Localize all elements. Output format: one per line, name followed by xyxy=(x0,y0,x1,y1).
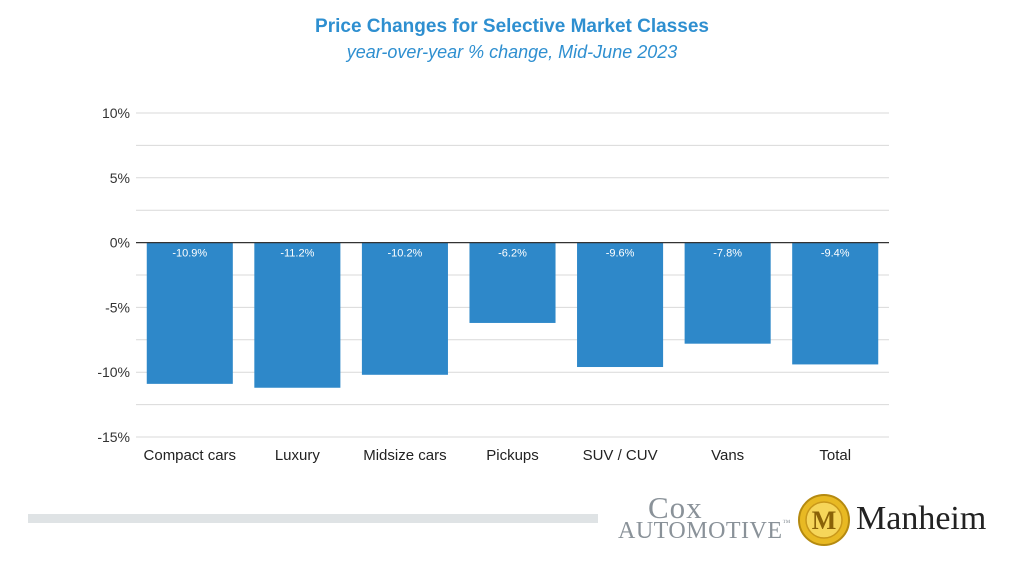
y-tick-label: 10% xyxy=(102,105,130,121)
data-label: -9.6% xyxy=(606,248,635,260)
y-tick-label: -10% xyxy=(97,364,130,380)
y-tick-label: -15% xyxy=(97,429,130,445)
manheim-logo: M Manheim xyxy=(798,494,1004,546)
x-tick-label: Midsize cars xyxy=(363,447,446,464)
data-label: -10.9% xyxy=(172,248,207,260)
x-tick-label: Compact cars xyxy=(144,447,237,464)
x-tick-label: Total xyxy=(819,447,851,464)
manheim-logo-text: Manheim xyxy=(856,500,987,537)
chart-title: Price Changes for Selective Market Class… xyxy=(315,16,709,37)
cox-logo-top-text: Cox xyxy=(648,490,703,525)
y-tick-label: 0% xyxy=(110,235,130,251)
x-tick-label: SUV / CUV xyxy=(583,447,658,464)
cox-logo-bottom-text: AUTOMOTIVE™ xyxy=(618,518,791,545)
x-tick-label: Pickups xyxy=(486,447,539,464)
cox-logo-automotive: AUTOMOTIVE xyxy=(618,518,783,544)
y-tick-label: 5% xyxy=(110,170,130,186)
cox-logo-trademark: ™ xyxy=(782,518,791,527)
manheim-emblem-icon: M xyxy=(798,494,850,546)
bar xyxy=(469,242,556,323)
data-label: -11.2% xyxy=(280,248,314,260)
bar xyxy=(684,242,771,344)
x-tick-label: Luxury xyxy=(275,447,321,464)
footer-divider-bar xyxy=(28,514,598,523)
data-label: -6.2% xyxy=(498,248,527,260)
bar xyxy=(792,242,879,365)
bar xyxy=(254,242,341,388)
data-label: -10.2% xyxy=(387,248,422,260)
data-label: -9.4% xyxy=(821,248,850,260)
y-tick-label: -5% xyxy=(105,299,130,315)
x-tick-label: Vans xyxy=(711,447,744,464)
manheim-emblem-letter: M xyxy=(812,506,837,535)
bars xyxy=(146,242,879,388)
chart-subtitle: year-over-year % change, Mid-June 2023 xyxy=(346,42,678,62)
bar xyxy=(146,242,233,384)
bar xyxy=(577,242,664,368)
bar xyxy=(361,242,448,375)
labels: 10% 5% 0% -5% -10% -15% -10.9% Compact cars -11.… xyxy=(97,105,851,464)
cox-automotive-logo: Cox AUTOMOTIVE™ xyxy=(618,490,790,548)
data-label: -7.8% xyxy=(713,248,742,260)
